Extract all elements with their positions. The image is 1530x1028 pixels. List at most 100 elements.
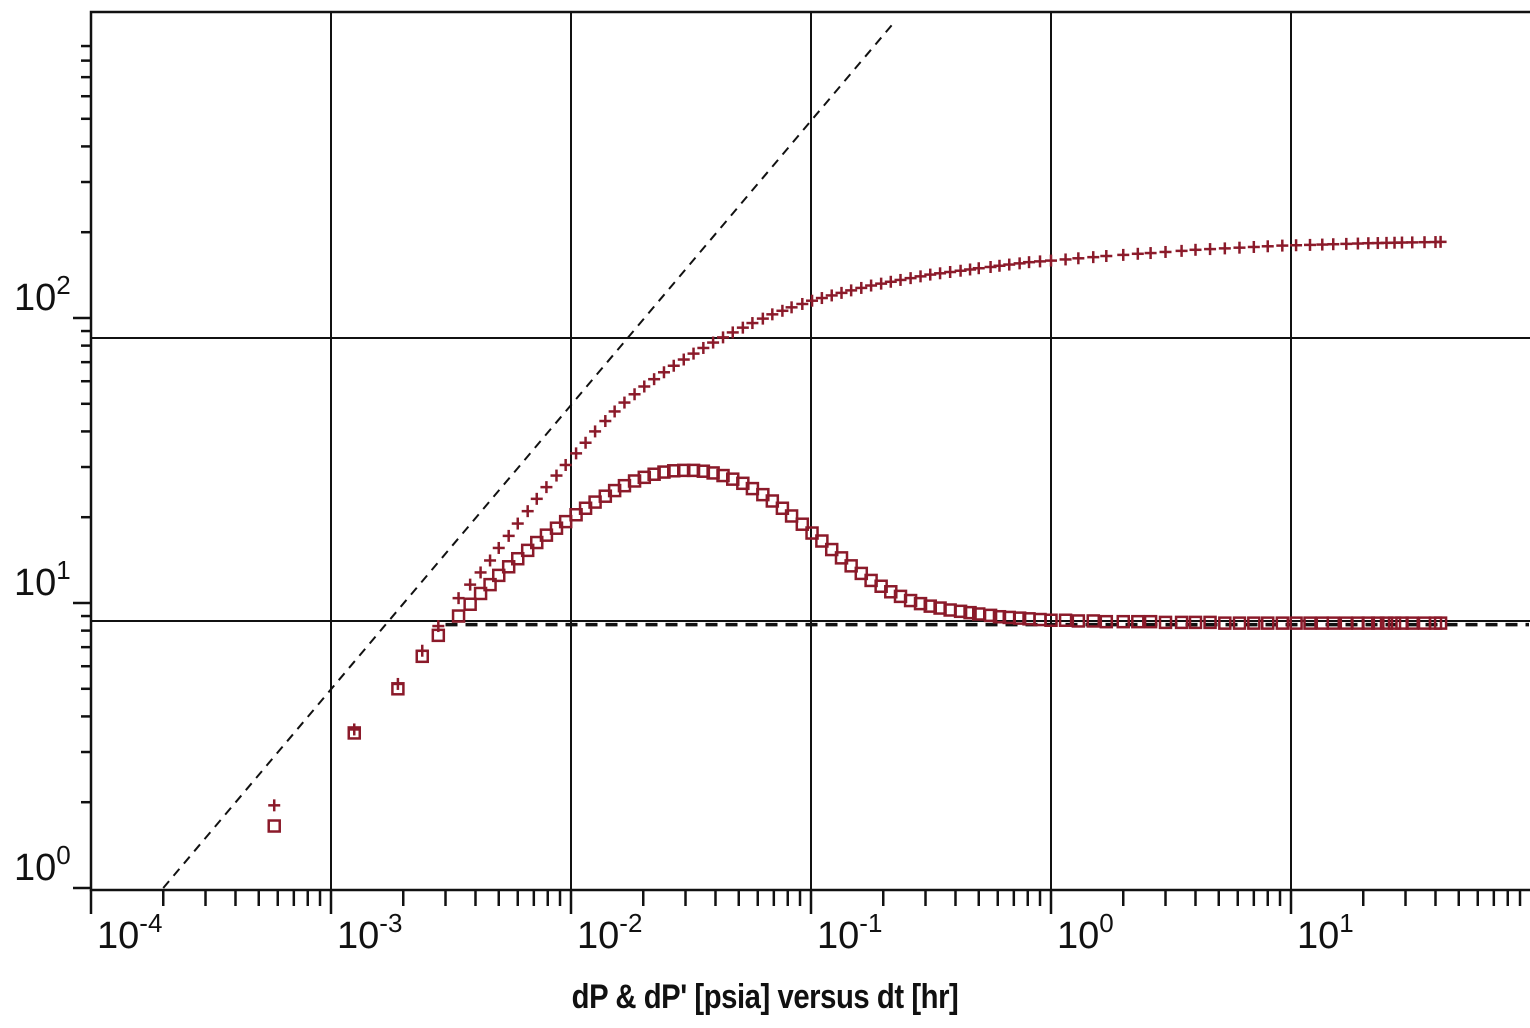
- plus-point: [1072, 252, 1085, 265]
- plus-point: [825, 289, 838, 302]
- plus-point: [697, 341, 710, 354]
- plus-point: [835, 286, 848, 299]
- square-point: [913, 596, 928, 611]
- plus-point: [914, 270, 927, 283]
- plus-point: [1290, 239, 1303, 252]
- x-axis-title: dP & dP' [psia] versus dt [hr]: [571, 978, 959, 1016]
- plus-point: [1204, 243, 1217, 256]
- plus-point: [502, 529, 515, 542]
- plus-point: [1087, 251, 1100, 264]
- plus-point: [884, 275, 897, 288]
- square-point: [1260, 616, 1275, 630]
- plus-point: [1144, 247, 1157, 260]
- square-point: [1058, 613, 1073, 627]
- x-tick-label: 100: [1057, 908, 1114, 957]
- square-point: [1303, 616, 1317, 630]
- plus-point: [608, 405, 621, 418]
- plus-point: [972, 262, 985, 275]
- square-point: [784, 509, 799, 523]
- plus-point: [1327, 238, 1340, 251]
- x-tick-label: 10-4: [97, 908, 162, 957]
- plus-point: [726, 326, 739, 339]
- plus-point: [464, 578, 477, 591]
- plus-point: [1340, 237, 1353, 250]
- square-point: [1289, 616, 1303, 630]
- plus-point: [845, 284, 858, 297]
- plus-point: [924, 268, 937, 281]
- square-point: [1379, 616, 1394, 630]
- square-point: [765, 494, 780, 508]
- square-point: [1086, 614, 1101, 628]
- plus-point: [492, 541, 505, 554]
- square-point: [558, 514, 573, 529]
- plus-point: [452, 592, 465, 605]
- square-point: [483, 577, 497, 592]
- square-point: [1387, 616, 1402, 630]
- plus-point: [1218, 242, 1231, 255]
- square-point: [834, 551, 849, 565]
- plus-point: [599, 415, 612, 428]
- plus-point: [717, 331, 730, 344]
- plus-point: [1276, 239, 1289, 252]
- square-point: [1143, 614, 1158, 629]
- plus-point: [815, 292, 828, 305]
- square-point: [824, 542, 839, 557]
- plus-point: [511, 517, 524, 530]
- square-point: [473, 586, 488, 601]
- square-point: [795, 517, 810, 531]
- square-point: [775, 501, 790, 516]
- y-tick-label: 102: [14, 270, 71, 319]
- square-point: [1044, 613, 1058, 627]
- plus-point: [1406, 236, 1419, 249]
- plus-point: [1175, 244, 1188, 257]
- x-tick-label: 10-1: [817, 908, 882, 957]
- square-point: [1158, 615, 1173, 630]
- plus-point: [746, 317, 759, 330]
- plus-point: [687, 347, 700, 360]
- plus-point: [521, 505, 534, 518]
- x-tick-label: 10-2: [577, 908, 642, 957]
- plus-point: [1131, 247, 1144, 260]
- plus-point: [1045, 254, 1057, 267]
- square-point: [415, 649, 430, 664]
- plus-point: [474, 566, 487, 579]
- square-point: [520, 543, 535, 558]
- plus-point: [1418, 236, 1431, 249]
- y-tick-label: 100: [14, 840, 71, 889]
- plot-frame: [89, 10, 1530, 892]
- plus-point: [934, 267, 947, 280]
- square-point: [451, 609, 466, 623]
- plus-point: [1233, 241, 1246, 254]
- square-point: [844, 559, 858, 573]
- plus-point: [1003, 258, 1016, 271]
- square-point: [539, 528, 554, 542]
- plus-point: [667, 359, 680, 372]
- plus-point: [736, 321, 749, 334]
- square-point: [1433, 616, 1448, 630]
- square-point: [511, 551, 525, 566]
- plus-point: [677, 353, 690, 366]
- square-point: [963, 605, 977, 620]
- plus-point: [776, 304, 789, 317]
- square-point: [1218, 616, 1232, 630]
- plus-point: [1059, 253, 1072, 266]
- plus-point: [638, 380, 651, 393]
- plus-point: [570, 447, 583, 460]
- square-point: [1371, 616, 1385, 630]
- plus-point: [559, 458, 572, 471]
- plus-point: [865, 279, 878, 292]
- plus-point: [1261, 240, 1274, 253]
- plus-point: [855, 281, 868, 294]
- plus-point: [550, 469, 563, 482]
- square-point: [1071, 614, 1086, 628]
- plus-point: [579, 436, 592, 449]
- x-tick-label: 101: [1297, 908, 1354, 957]
- square-point: [854, 566, 869, 581]
- y-tick-label: 101: [14, 555, 71, 604]
- plus-point: [904, 272, 917, 285]
- square-point: [1275, 616, 1290, 630]
- plus-point: [766, 308, 779, 321]
- plus-point: [484, 554, 497, 567]
- square-point: [1326, 616, 1341, 630]
